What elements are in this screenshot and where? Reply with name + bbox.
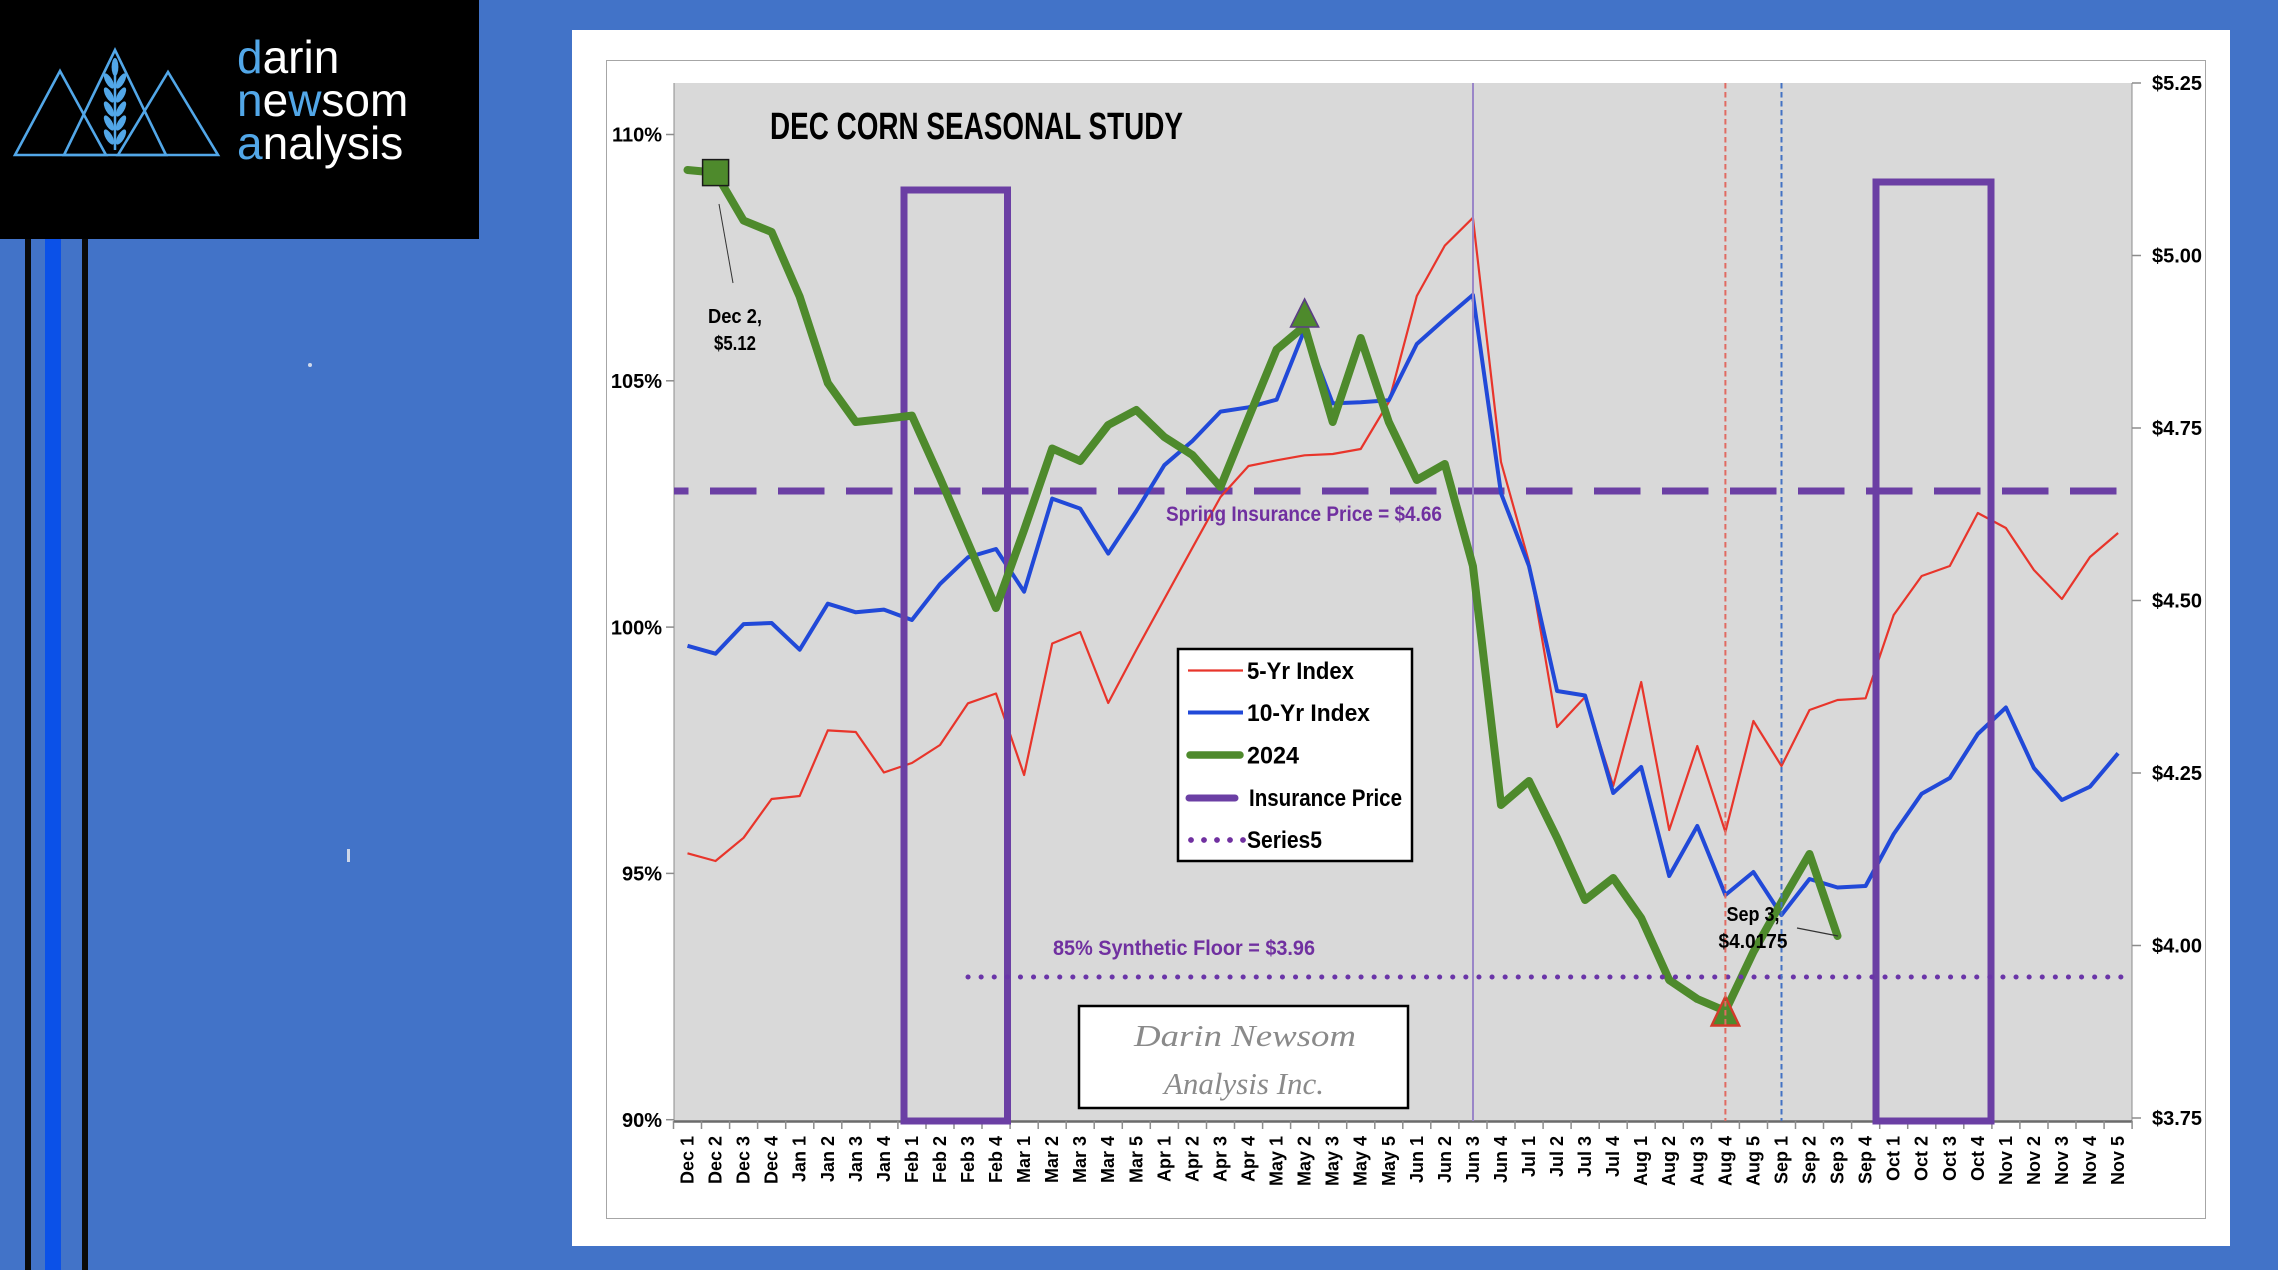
- svg-text:$5.00: $5.00: [2152, 246, 2202, 268]
- svg-text:Mar 4: Mar 4: [1098, 1136, 1118, 1183]
- svg-text:2024: 2024: [1247, 743, 1300, 770]
- svg-text:Jun 1: Jun 1: [1407, 1136, 1427, 1183]
- svg-text:Sep 3,: Sep 3,: [1727, 904, 1780, 926]
- svg-text:Dec 3: Dec 3: [734, 1136, 754, 1184]
- svg-text:May 3: May 3: [1323, 1136, 1343, 1186]
- svg-text:Feb 2: Feb 2: [930, 1136, 950, 1183]
- svg-text:Feb 4: Feb 4: [986, 1136, 1006, 1183]
- svg-text:Insurance Price: Insurance Price: [1249, 785, 1402, 812]
- svg-text:Jun 3: Jun 3: [1463, 1136, 1483, 1183]
- svg-text:Sep 1: Sep 1: [1772, 1136, 1792, 1184]
- svg-text:110%: 110%: [612, 125, 662, 147]
- svg-text:Aug 1: Aug 1: [1631, 1136, 1651, 1186]
- svg-text:Aug 4: Aug 4: [1715, 1136, 1735, 1186]
- svg-text:Jan 3: Jan 3: [846, 1136, 866, 1182]
- svg-text:105%: 105%: [611, 371, 662, 393]
- svg-text:May 1: May 1: [1267, 1136, 1287, 1186]
- svg-text:Sep 3: Sep 3: [1828, 1136, 1848, 1184]
- svg-text:$4.75: $4.75: [2152, 418, 2202, 440]
- svg-text:$4.0175: $4.0175: [1719, 931, 1788, 953]
- svg-text:Nov 4: Nov 4: [2080, 1136, 2100, 1185]
- svg-text:95%: 95%: [622, 864, 662, 886]
- svg-text:Jun 4: Jun 4: [1491, 1136, 1511, 1183]
- svg-text:Nov 3: Nov 3: [2052, 1136, 2072, 1185]
- svg-text:$4.25: $4.25: [2152, 763, 2202, 785]
- svg-text:Apr 4: Apr 4: [1239, 1136, 1259, 1182]
- svg-text:Feb 1: Feb 1: [902, 1136, 922, 1183]
- svg-text:May 4: May 4: [1351, 1136, 1371, 1186]
- svg-text:Sep 2: Sep 2: [1800, 1136, 1820, 1184]
- svg-text:Jul 3: Jul 3: [1575, 1136, 1595, 1177]
- svg-text:May 2: May 2: [1295, 1136, 1315, 1186]
- svg-text:100%: 100%: [611, 617, 662, 639]
- svg-text:darin: darin: [237, 31, 339, 83]
- svg-text:10-Yr Index: 10-Yr Index: [1247, 700, 1371, 727]
- svg-text:Mar 2: Mar 2: [1042, 1136, 1062, 1183]
- svg-text:Dec 4: Dec 4: [762, 1136, 782, 1184]
- svg-text:Jul 4: Jul 4: [1603, 1136, 1623, 1177]
- svg-text:Mar 5: Mar 5: [1126, 1136, 1146, 1183]
- svg-text:Apr 2: Apr 2: [1182, 1136, 1202, 1182]
- svg-text:90%: 90%: [622, 1110, 662, 1132]
- svg-text:Oct 2: Oct 2: [1912, 1136, 1932, 1181]
- svg-text:Jul 1: Jul 1: [1519, 1136, 1539, 1177]
- svg-text:$4.00: $4.00: [2152, 936, 2202, 958]
- svg-text:$5.12: $5.12: [714, 333, 756, 355]
- svg-text:analysis: analysis: [237, 117, 403, 169]
- svg-text:Jan 4: Jan 4: [874, 1136, 894, 1182]
- svg-text:Apr 1: Apr 1: [1154, 1136, 1174, 1182]
- svg-text:$3.75: $3.75: [2152, 1108, 2202, 1130]
- svg-text:Mar 3: Mar 3: [1070, 1136, 1090, 1183]
- svg-text:Aug 3: Aug 3: [1687, 1136, 1707, 1186]
- svg-text:Sep 4: Sep 4: [1856, 1136, 1876, 1184]
- svg-text:Darin Newsom: Darin Newsom: [1133, 1018, 1356, 1053]
- svg-text:$4.50: $4.50: [2152, 591, 2202, 613]
- svg-text:Jan 2: Jan 2: [818, 1136, 838, 1182]
- svg-text:Aug 5: Aug 5: [1743, 1136, 1763, 1186]
- svg-text:Dec 2,: Dec 2,: [708, 306, 762, 328]
- svg-text:Mar 1: Mar 1: [1014, 1136, 1034, 1183]
- svg-text:Jan 1: Jan 1: [790, 1136, 810, 1182]
- svg-text:Nov 1: Nov 1: [1996, 1136, 2016, 1185]
- svg-text:Spring Insurance Price = $4.66: Spring Insurance Price = $4.66: [1166, 503, 1442, 526]
- svg-text:Aug 2: Aug 2: [1659, 1136, 1679, 1186]
- svg-text:Oct 4: Oct 4: [1968, 1136, 1988, 1181]
- svg-text:Nov 2: Nov 2: [2024, 1136, 2044, 1185]
- svg-text:Dec 2: Dec 2: [706, 1136, 726, 1184]
- svg-text:Jun 2: Jun 2: [1435, 1136, 1455, 1183]
- svg-text:$5.25: $5.25: [2152, 73, 2202, 95]
- svg-text:Feb 3: Feb 3: [958, 1136, 978, 1183]
- svg-text:Analysis Inc.: Analysis Inc.: [1162, 1066, 1324, 1101]
- svg-text:Jul 2: Jul 2: [1547, 1136, 1567, 1177]
- svg-text:Oct 1: Oct 1: [1884, 1136, 1904, 1181]
- svg-text:85% Synthetic Floor = $3.96: 85% Synthetic Floor = $3.96: [1053, 937, 1315, 960]
- svg-text:Nov 5: Nov 5: [2108, 1136, 2128, 1185]
- svg-text:5-Yr Index: 5-Yr Index: [1247, 658, 1355, 685]
- svg-text:Apr 3: Apr 3: [1211, 1136, 1231, 1182]
- svg-text:Oct 3: Oct 3: [1940, 1136, 1960, 1181]
- svg-text:newsom: newsom: [237, 74, 408, 126]
- svg-text:May 5: May 5: [1379, 1136, 1399, 1186]
- svg-text:DEC CORN SEASONAL STUDY: DEC CORN SEASONAL STUDY: [770, 106, 1183, 148]
- svg-text:Series5: Series5: [1247, 827, 1322, 854]
- svg-text:Dec 1: Dec 1: [678, 1136, 698, 1184]
